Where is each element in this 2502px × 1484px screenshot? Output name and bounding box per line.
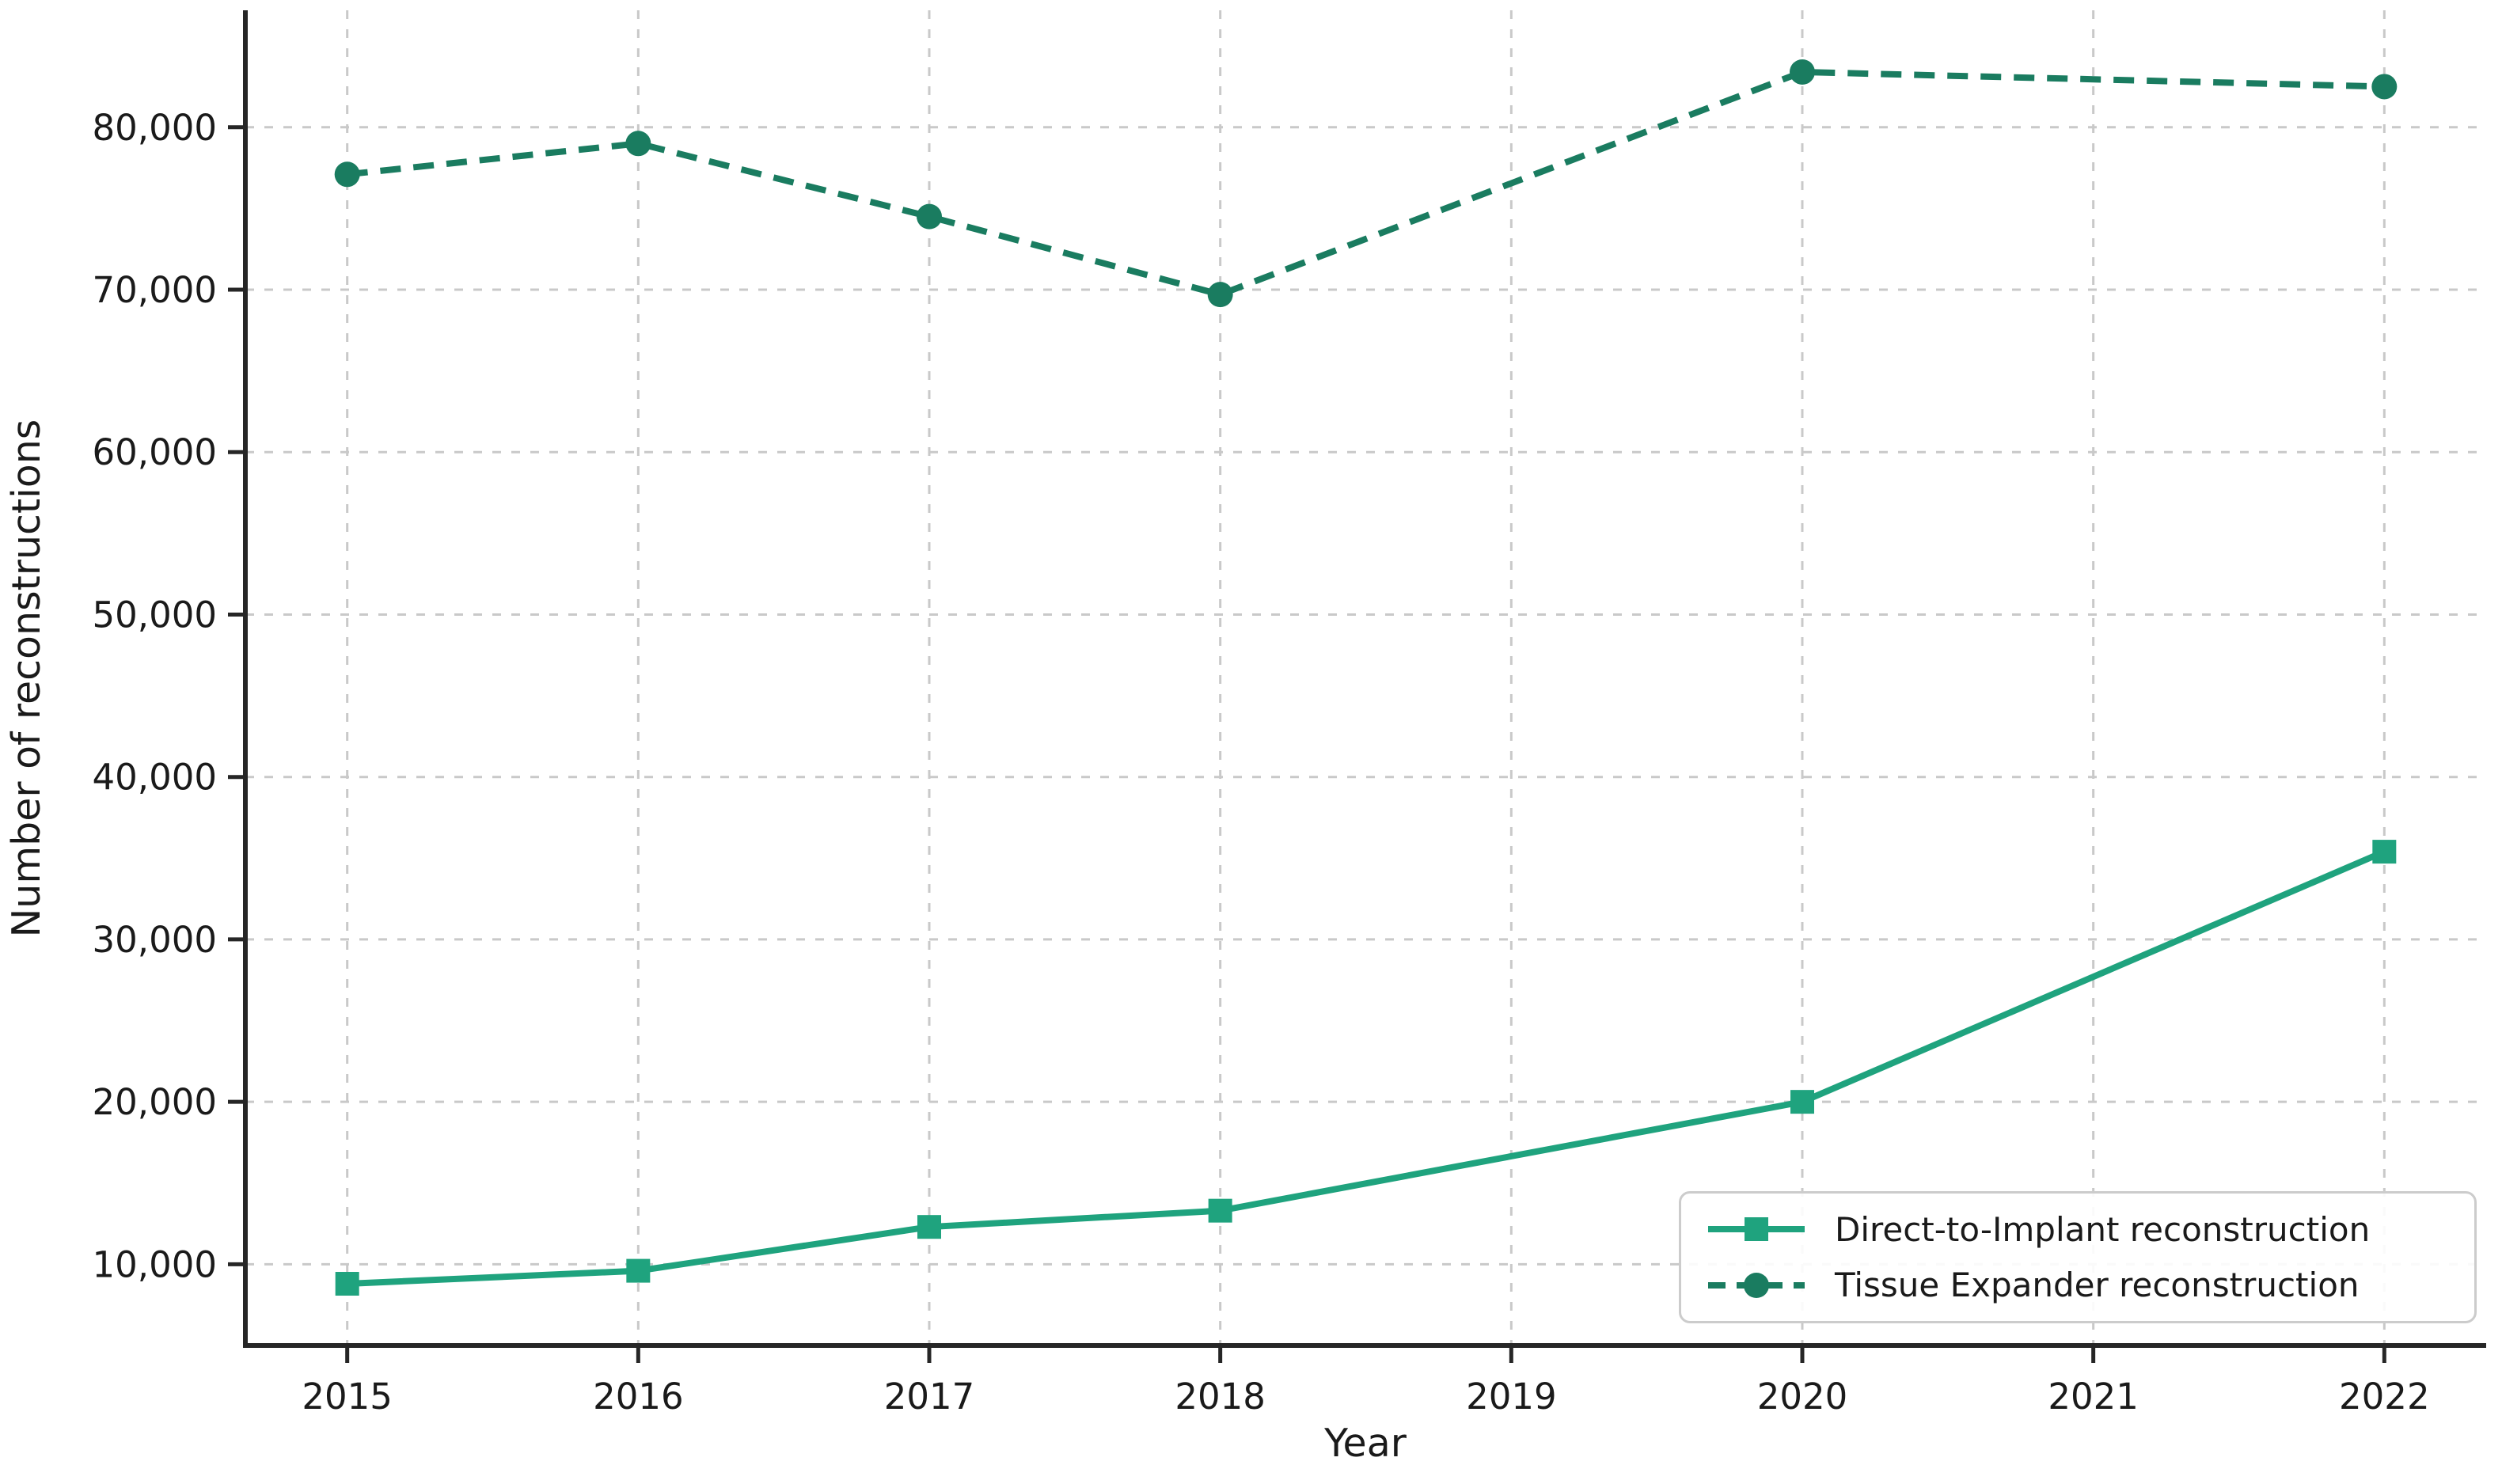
y-tick-label: 80,000 [93, 107, 217, 149]
series-line-0 [347, 848, 2386, 1288]
data-point-square [2372, 840, 2397, 864]
legend-item-tissue-expander: Tissue Expander reconstruction [1705, 1266, 2451, 1304]
y-tick-label: 30,000 [93, 919, 217, 961]
data-point-circle [334, 161, 360, 188]
x-tick-label: 2022 [2339, 1376, 2430, 1418]
x-tick-label: 2021 [2048, 1376, 2139, 1418]
y-tick-label: 50,000 [93, 594, 217, 636]
series-line-1 [347, 68, 2385, 298]
x-tick-label: 2015 [302, 1376, 393, 1418]
dashed-line-circle-marker-icon [1708, 1272, 1805, 1298]
x-tick-label: 2016 [593, 1376, 684, 1418]
data-point-circle [917, 203, 943, 230]
data-point-square [1208, 1198, 1232, 1223]
legend-label-tissue-expander: Tissue Expander reconstruction [1835, 1266, 2360, 1305]
data-point-circle [1207, 282, 1233, 308]
y-tick-label: 70,000 [93, 269, 217, 311]
legend: Direct-to-Implant reconstruction Tissue … [1679, 1191, 2477, 1323]
series-layer [334, 59, 2398, 1296]
x-tick-label: 2020 [1757, 1376, 1848, 1418]
y-tick-label: 60,000 [93, 431, 217, 473]
y-tick-label: 20,000 [93, 1081, 217, 1123]
axis-layer: 10,000 20,000 30,000 40,000 50,000 60,000 70,0… [93, 10, 2486, 1418]
solid-line-square-marker-icon [1708, 1217, 1805, 1242]
data-point-square [917, 1215, 942, 1239]
legend-label-direct-to-implant: Direct-to-Implant reconstruction [1835, 1209, 2371, 1249]
data-point-circle [2371, 74, 2398, 100]
data-point-circle [625, 131, 651, 157]
y-axis-title: Number of reconstructions [4, 419, 49, 938]
data-point-square [335, 1272, 359, 1296]
x-tick-label: 2017 [884, 1376, 975, 1418]
y-tick-label: 40,000 [93, 757, 217, 799]
data-point-square [1790, 1090, 1814, 1114]
legend-item-direct-to-implant: Direct-to-Implant reconstruction [1705, 1210, 2451, 1249]
data-point-circle [1789, 59, 1815, 85]
x-axis-title: Year [1323, 1421, 1407, 1466]
grid-layer [245, 10, 2486, 1345]
y-tick-label: 10,000 [93, 1243, 217, 1285]
x-tick-label: 2019 [1466, 1376, 1557, 1418]
data-point-square [626, 1258, 651, 1283]
x-tick-label: 2018 [1175, 1376, 1266, 1418]
